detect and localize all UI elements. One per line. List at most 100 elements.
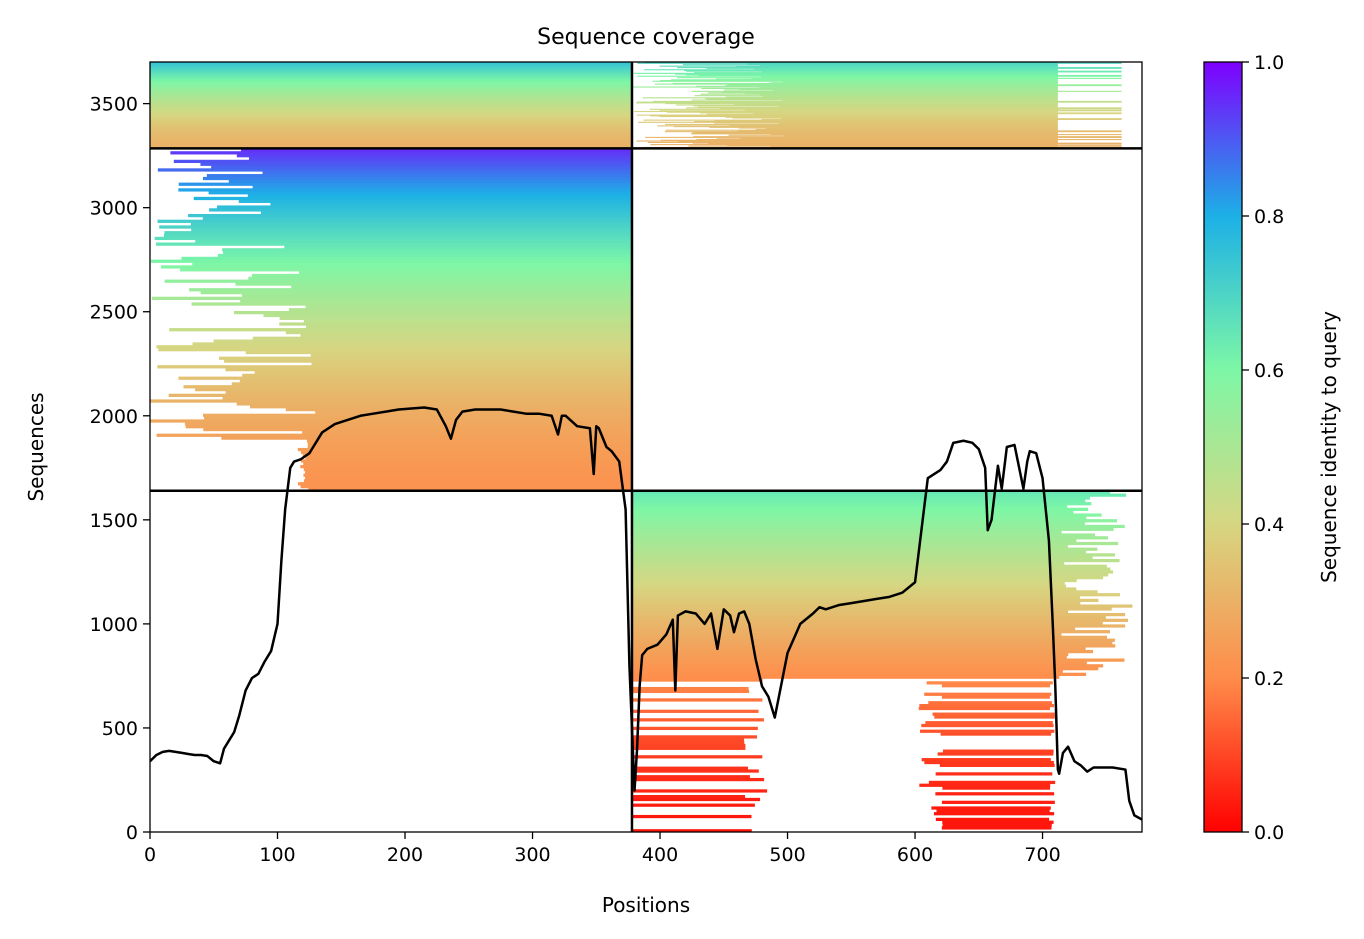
y-tick-label: 0 bbox=[126, 822, 138, 844]
msa-row bbox=[150, 68, 632, 70]
msa-row bbox=[631, 510, 1074, 514]
msa-row bbox=[150, 80, 632, 82]
msa-row bbox=[714, 120, 1058, 122]
msa-row bbox=[631, 658, 1125, 662]
msa-row bbox=[161, 265, 632, 269]
x-tick-label: 100 bbox=[259, 844, 295, 866]
msa-row bbox=[279, 322, 632, 326]
msa-row bbox=[694, 72, 1058, 74]
msa-row bbox=[302, 430, 632, 435]
msa-row bbox=[659, 115, 1058, 118]
msa-row bbox=[684, 69, 1058, 72]
msa-row bbox=[657, 125, 1058, 127]
msa-row bbox=[288, 308, 632, 312]
msa-row bbox=[298, 482, 632, 486]
msa-row bbox=[939, 763, 1055, 767]
msa-row bbox=[300, 333, 632, 338]
msa-row bbox=[631, 613, 1126, 617]
msa-row bbox=[310, 353, 632, 358]
msa-row bbox=[150, 64, 632, 66]
msa-row bbox=[936, 809, 1050, 813]
msa-row bbox=[150, 107, 632, 109]
msa-row bbox=[150, 129, 632, 131]
msa-row bbox=[632, 86, 1058, 88]
msa-row bbox=[150, 63, 632, 65]
msa-row bbox=[150, 108, 632, 110]
msa-row bbox=[759, 87, 1058, 89]
msa-row bbox=[263, 313, 632, 318]
msa-row bbox=[150, 98, 632, 100]
colorbar-tick-label: 0.2 bbox=[1254, 668, 1284, 690]
msa-row bbox=[755, 128, 1058, 131]
msa-row bbox=[150, 113, 632, 115]
msa-row bbox=[150, 123, 632, 125]
msa-row bbox=[157, 365, 632, 369]
msa-row bbox=[150, 66, 632, 68]
msa-row bbox=[940, 732, 1052, 736]
msa-row bbox=[291, 285, 632, 289]
msa-row bbox=[248, 276, 632, 280]
msa-row bbox=[727, 84, 1122, 86]
msa-row bbox=[252, 185, 632, 189]
msa-row bbox=[150, 116, 632, 118]
msa-row bbox=[206, 174, 632, 178]
msa-row bbox=[631, 797, 761, 802]
msa-row bbox=[686, 70, 1122, 72]
msa-row bbox=[654, 83, 1058, 85]
msa-row bbox=[150, 125, 632, 127]
msa-row bbox=[671, 79, 1058, 81]
msa-row bbox=[236, 402, 632, 406]
msa-row bbox=[178, 376, 632, 380]
msa-row bbox=[631, 624, 1126, 628]
msa-row bbox=[631, 573, 1109, 577]
msa-row bbox=[700, 93, 1058, 95]
msa-row bbox=[716, 78, 1058, 80]
msa-row bbox=[150, 134, 632, 136]
msa-row bbox=[631, 553, 1116, 557]
msa-row bbox=[761, 76, 1058, 78]
msa-row bbox=[164, 231, 632, 235]
x-tick-label: 200 bbox=[387, 844, 423, 866]
msa-row bbox=[150, 122, 632, 124]
msa-row bbox=[631, 527, 1114, 531]
msa-row bbox=[305, 305, 632, 309]
msa-row bbox=[303, 319, 632, 323]
colorbar-tick-label: 0.6 bbox=[1254, 360, 1284, 382]
msa-row bbox=[631, 627, 1076, 631]
msa-row bbox=[285, 330, 632, 335]
msa-row bbox=[311, 362, 632, 366]
msa-row bbox=[150, 95, 632, 97]
msa-row bbox=[667, 111, 1058, 113]
msa-row bbox=[150, 130, 632, 132]
msa-row bbox=[285, 407, 632, 412]
msa-row bbox=[631, 615, 1106, 620]
msa-row bbox=[150, 67, 632, 69]
msa-row bbox=[150, 131, 632, 133]
chart-title: Sequence coverage bbox=[537, 25, 755, 50]
msa-row bbox=[763, 95, 1058, 97]
msa-row bbox=[631, 641, 1113, 645]
msa-row bbox=[300, 459, 632, 463]
msa-row bbox=[631, 567, 1111, 571]
msa-row bbox=[150, 106, 632, 108]
msa-row bbox=[631, 544, 1069, 548]
msa-row bbox=[918, 706, 1050, 711]
msa-row bbox=[150, 138, 632, 140]
x-axis-label: Positions bbox=[602, 893, 690, 917]
msa-row bbox=[154, 236, 632, 241]
msa-row bbox=[739, 88, 1058, 90]
msa-row bbox=[931, 806, 1051, 810]
msa-row bbox=[697, 106, 1058, 108]
msa-row bbox=[150, 85, 632, 87]
msa-row bbox=[760, 64, 1058, 66]
msa-row bbox=[692, 143, 1122, 145]
msa-row bbox=[691, 99, 1058, 101]
msa-row bbox=[150, 126, 632, 128]
msa-row bbox=[699, 112, 1122, 114]
msa-row bbox=[736, 66, 1058, 68]
msa-row bbox=[631, 664, 1104, 668]
msa-row bbox=[150, 114, 632, 116]
msa-row bbox=[151, 259, 632, 263]
msa-row bbox=[659, 65, 1058, 67]
msa-row bbox=[270, 202, 632, 206]
